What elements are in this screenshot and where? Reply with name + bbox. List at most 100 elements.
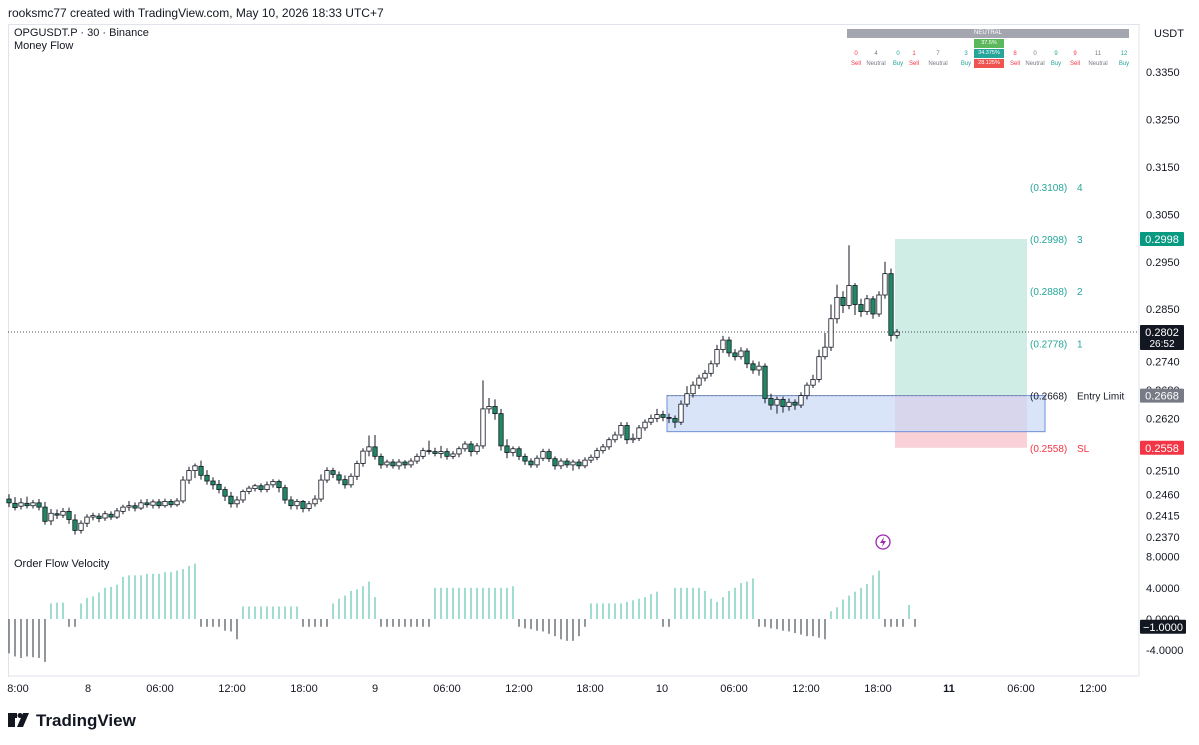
- candle-up: [600, 446, 606, 452]
- candle-down: [54, 513, 60, 516]
- candle-down: [336, 474, 342, 481]
- candle-up: [786, 401, 792, 407]
- summary-label: Sell: [908, 61, 919, 67]
- time-tick-label: 12:00: [505, 683, 533, 695]
- summary-count: 0: [896, 51, 900, 57]
- price-tick-label: 0.2460: [1146, 489, 1180, 501]
- summary-pct-sell: 28.125%: [974, 59, 1004, 68]
- candle-up: [126, 505, 132, 508]
- target-price-label: (0.2778): [1030, 339, 1067, 350]
- candle-up: [240, 491, 246, 501]
- candle-down: [870, 298, 876, 315]
- currency-label[interactable]: USDT: [1154, 28, 1184, 40]
- candle-down: [12, 502, 18, 508]
- candle-up: [162, 501, 168, 507]
- candle-down: [276, 481, 282, 489]
- candle-up: [558, 460, 564, 467]
- candle-up: [270, 481, 276, 486]
- target-number-label: 3: [1077, 235, 1083, 246]
- time-tick-label: 12:00: [218, 683, 246, 695]
- candle-down: [552, 458, 558, 467]
- chart-frame: [8, 24, 1140, 677]
- candle-up: [414, 455, 420, 462]
- candle-up: [534, 457, 540, 466]
- candle-down: [750, 363, 756, 371]
- candle-up: [570, 461, 576, 466]
- candle-up: [48, 512, 54, 522]
- candle-up: [348, 475, 354, 486]
- signal-summary-panel: NEUTRAL 37.5% 34.375% 28.125% 0 Sell 4 Neut…: [845, 29, 1131, 71]
- summary-count: 0: [854, 51, 858, 57]
- price-tick-label: 0.3250: [1146, 114, 1180, 126]
- summary-count: 8: [1013, 51, 1017, 57]
- tradingview-logo[interactable]: TradingView: [8, 711, 136, 731]
- lightning-icon[interactable]: [875, 534, 891, 550]
- target-price-label: (0.2998): [1030, 235, 1067, 246]
- stop-price-badge-bg: [1140, 440, 1184, 455]
- time-tick-label: 06:00: [433, 683, 461, 695]
- target-number-label: 2: [1077, 287, 1083, 298]
- summary-title: NEUTRAL: [847, 29, 1129, 38]
- candle-up: [816, 356, 822, 380]
- candle-up: [810, 379, 816, 386]
- price-tick-label: 0.2370: [1146, 532, 1180, 544]
- candle-down: [666, 417, 672, 419]
- candle-up: [186, 470, 192, 481]
- candle-down: [780, 398, 786, 407]
- price-tick-label: 0.3050: [1146, 209, 1180, 221]
- candle-up: [798, 395, 804, 406]
- summary-count: 3: [964, 51, 968, 57]
- candle-up: [606, 439, 612, 448]
- candle-up: [420, 450, 426, 457]
- current-price-badge: 0.2802: [1145, 327, 1179, 339]
- summary-label: Neutral: [866, 61, 886, 67]
- time-tick-label: 18:00: [290, 683, 318, 695]
- candle-down: [300, 501, 306, 509]
- candle-down: [36, 502, 42, 508]
- target-price-badge: 0.2998: [1145, 234, 1179, 246]
- candle-down: [528, 460, 534, 466]
- candle-down: [498, 413, 504, 447]
- candle-up: [642, 421, 648, 429]
- indicator-order-flow-velocity-label: Order Flow Velocity: [14, 558, 110, 570]
- summary-label: Sell: [1009, 61, 1020, 67]
- candle-up: [774, 398, 780, 406]
- summary-pct-buy: 37.5%: [974, 39, 1004, 48]
- candle-down: [330, 470, 336, 475]
- target-number-label: 1: [1077, 339, 1083, 350]
- candle-up: [828, 318, 834, 348]
- candle-down: [732, 352, 738, 358]
- candle-up: [18, 502, 24, 507]
- candle-down: [42, 506, 48, 522]
- candle-up: [510, 448, 516, 453]
- summary-label: Sell: [1069, 61, 1080, 67]
- candle-down: [444, 451, 450, 457]
- candle-up: [174, 500, 180, 506]
- candle-down: [156, 501, 162, 507]
- candle-up: [384, 461, 390, 466]
- entry-limit-label: Entry Limit: [1077, 392, 1124, 403]
- candle-up: [408, 460, 414, 466]
- candle-up: [834, 296, 840, 320]
- candle-up: [192, 465, 198, 471]
- summary-label: Neutral: [928, 61, 948, 67]
- candle-up: [678, 403, 684, 423]
- candle-down: [258, 485, 264, 490]
- candle-down: [564, 460, 570, 466]
- summary-label: Buy: [1050, 61, 1062, 67]
- candle-up: [612, 434, 618, 441]
- candle-down: [504, 445, 510, 453]
- price-tick-label: 0.2620: [1146, 413, 1180, 425]
- candle-up: [294, 501, 300, 507]
- entry-price-label: (0.2668): [1030, 392, 1067, 403]
- candle-down: [216, 483, 222, 490]
- candle-up: [264, 484, 270, 490]
- candle-down: [744, 350, 750, 365]
- entry-zone-box: [666, 395, 1046, 433]
- candle-up: [480, 408, 486, 447]
- candle-down: [762, 365, 768, 399]
- candle-up: [690, 384, 696, 395]
- candle-down: [198, 465, 204, 476]
- candle-down: [222, 489, 228, 497]
